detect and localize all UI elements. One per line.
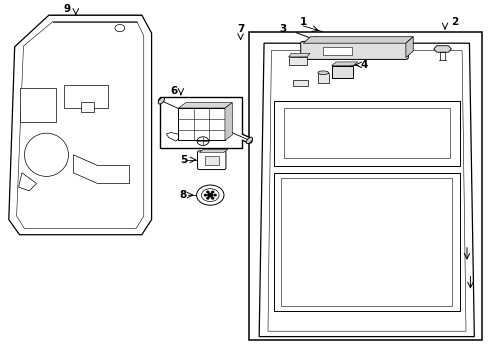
Bar (288, 57, 306, 65)
Circle shape (204, 194, 206, 196)
Ellipse shape (24, 133, 68, 176)
Polygon shape (433, 46, 450, 52)
Bar (273, 173, 459, 311)
Bar (273, 101, 459, 166)
Polygon shape (178, 103, 232, 108)
Bar (249, 32, 481, 340)
Bar (331, 66, 352, 78)
Text: 6: 6 (170, 86, 177, 96)
Bar (283, 108, 449, 158)
Circle shape (214, 194, 216, 196)
Polygon shape (303, 37, 412, 43)
Text: 9: 9 (64, 4, 71, 14)
Ellipse shape (245, 137, 252, 144)
Bar (281, 178, 451, 306)
Bar (204, 156, 218, 165)
Polygon shape (199, 149, 227, 152)
Text: 7: 7 (236, 24, 244, 34)
Circle shape (211, 198, 213, 199)
Bar (160, 97, 242, 148)
Circle shape (207, 193, 212, 197)
Bar (178, 108, 224, 140)
FancyBboxPatch shape (300, 41, 407, 59)
Polygon shape (405, 37, 412, 58)
Ellipse shape (158, 98, 164, 104)
Bar (293, 80, 307, 86)
Circle shape (206, 198, 208, 199)
Polygon shape (224, 103, 232, 140)
Polygon shape (288, 53, 309, 57)
Text: 4: 4 (360, 60, 367, 70)
Text: 8: 8 (180, 190, 186, 200)
Text: 3: 3 (279, 24, 285, 34)
Bar (81, 102, 94, 112)
Text: 1: 1 (299, 17, 306, 27)
FancyBboxPatch shape (197, 151, 225, 170)
Polygon shape (331, 62, 357, 66)
Bar (322, 47, 351, 55)
Ellipse shape (317, 71, 328, 75)
Circle shape (211, 191, 213, 193)
Bar (317, 73, 328, 83)
Bar (63, 85, 107, 108)
Bar (20, 88, 56, 122)
Circle shape (206, 191, 208, 193)
Text: 5: 5 (180, 155, 186, 165)
Text: 2: 2 (450, 17, 457, 27)
